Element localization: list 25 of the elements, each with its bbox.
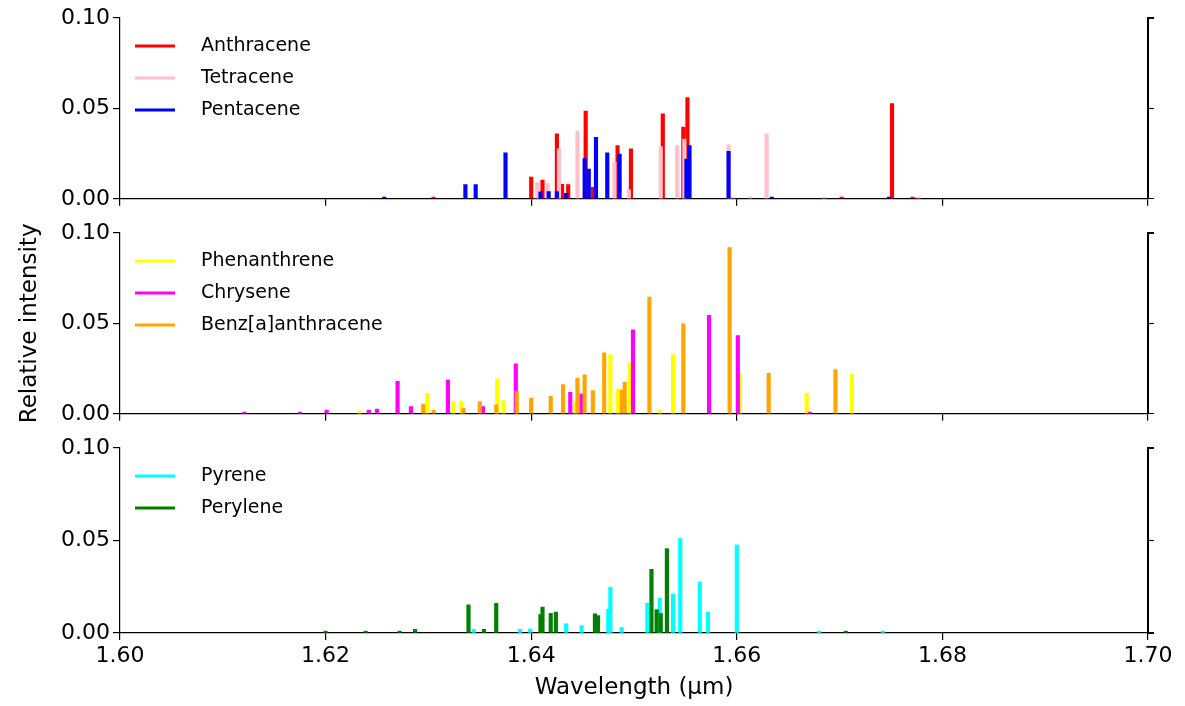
y-tick-label: 0.05 (61, 526, 110, 552)
y-tick-label: 0.00 (61, 618, 110, 644)
x-tick-label: 1.62 (301, 641, 351, 667)
legend-label: Perylene (201, 494, 284, 517)
x-tick-label: 1.66 (712, 641, 762, 667)
y-tick-label: 0.05 (61, 94, 110, 120)
y-tick-label: 0.10 (61, 433, 110, 459)
y-tick-label: 0.10 (61, 3, 110, 29)
y-tick-label: 0.05 (61, 309, 110, 335)
legend-label: Tetracene (200, 64, 294, 87)
legend-label: Phenanthrene (201, 247, 335, 270)
legend-label: Pentacene (201, 96, 301, 119)
x-tick-label: 1.60 (95, 641, 145, 667)
y-tick-label: 0.00 (61, 399, 110, 425)
legend-label: Pyrene (201, 462, 267, 485)
legend-label: Chrysene (201, 279, 291, 302)
y-tick-label: 0.10 (61, 218, 110, 244)
x-tick-label: 1.70 (1123, 641, 1173, 667)
x-tick-label: 1.68 (917, 641, 967, 667)
x-axis-title: Wavelength (μm) (534, 673, 734, 700)
x-tick-label: 1.64 (506, 641, 556, 667)
y-tick-label: 0.00 (61, 184, 110, 210)
y-axis-title: Relative intensity (14, 223, 41, 424)
legend-label: Benz[a]anthracene (201, 311, 383, 334)
legend-label: Anthracene (201, 32, 311, 55)
